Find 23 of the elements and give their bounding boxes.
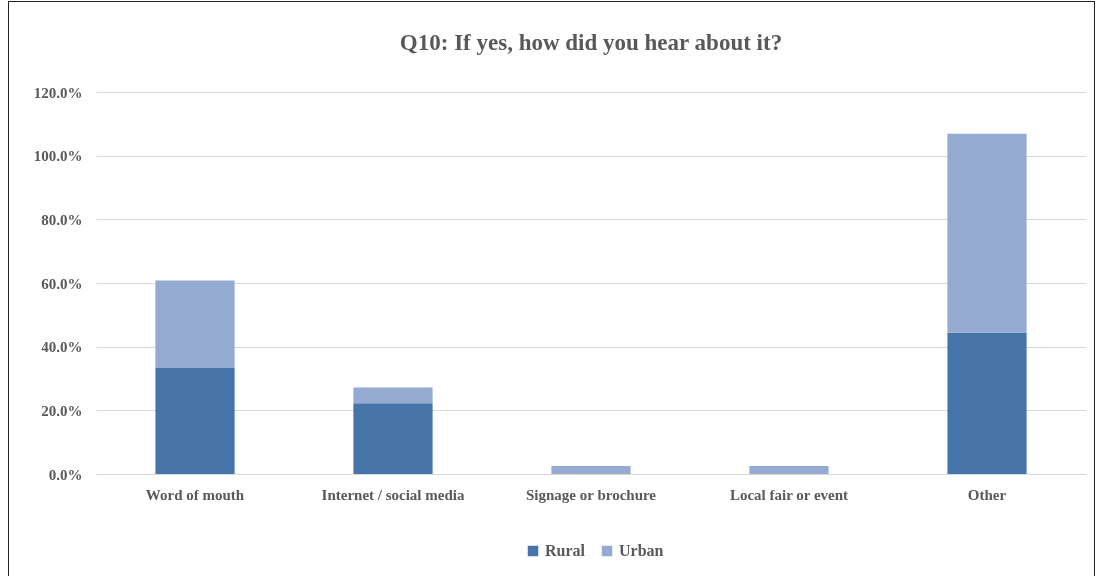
x-tick-label: Local fair or event <box>729 486 849 503</box>
chart-title: Q10: If yes, how did you hear about it? <box>399 30 783 55</box>
bar <box>155 280 235 368</box>
bar <box>353 387 433 404</box>
bar <box>947 332 1027 474</box>
legend-label: Rural <box>545 542 586 559</box>
bar <box>551 466 631 474</box>
x-tick-label: Other <box>967 486 1007 503</box>
bar <box>353 403 433 474</box>
x-tick-label: Internet / social media <box>321 486 465 503</box>
y-tick-label: 100.0% <box>33 148 83 165</box>
y-tick-label: 0.0% <box>48 466 83 483</box>
y-tick-label: 60.0% <box>41 275 83 292</box>
x-tick-label: Signage or brochure <box>525 486 657 503</box>
bar <box>155 368 235 474</box>
y-tick-label: 120.0% <box>33 84 83 101</box>
bar <box>947 133 1027 333</box>
y-tick-label: 80.0% <box>41 211 83 228</box>
bar <box>749 466 829 474</box>
x-tick-label: Word of mouth <box>145 486 245 503</box>
y-tick-label: 40.0% <box>41 339 83 356</box>
y-tick-label: 20.0% <box>41 402 83 419</box>
legend-label: Urban <box>619 542 664 559</box>
